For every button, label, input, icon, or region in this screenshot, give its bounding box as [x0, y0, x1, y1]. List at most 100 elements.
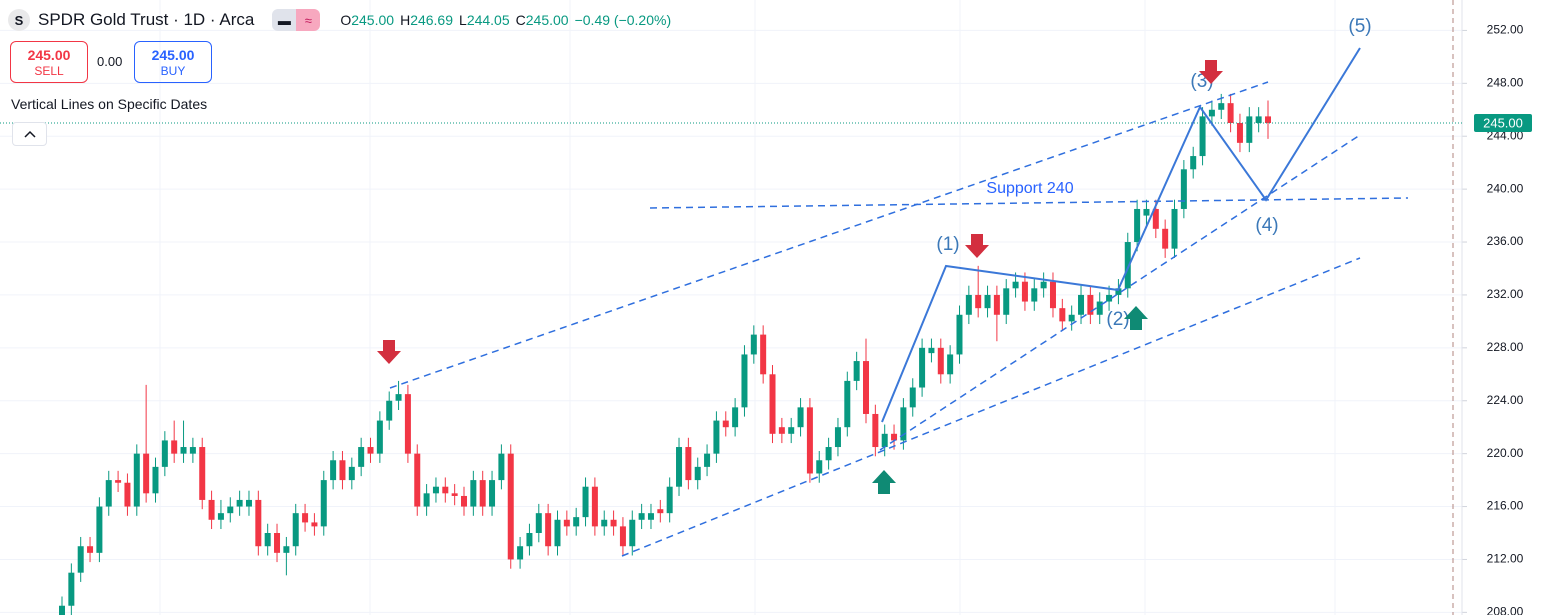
candle-body: [1218, 103, 1225, 110]
candle-body: [601, 519, 608, 527]
candle-body: [1246, 116, 1253, 143]
candle-body: [1199, 116, 1206, 157]
buy-button[interactable]: 245.00 BUY: [134, 41, 212, 83]
sell-button[interactable]: 245.00 SELL: [10, 41, 88, 83]
candle-body: [1096, 301, 1103, 315]
candle-body: [470, 480, 477, 507]
quote-item: L244.05: [459, 12, 510, 28]
candle-body: [965, 294, 972, 315]
candle-body: [1236, 123, 1243, 143]
quote-label: O: [340, 12, 352, 28]
candle-body: [1106, 294, 1113, 302]
candle-body: [1190, 156, 1197, 170]
quote-value: 245.00: [525, 12, 569, 28]
candle-body: [1031, 288, 1038, 302]
candle-body: [404, 394, 411, 454]
sell-arrow: [1199, 60, 1223, 84]
candle-body: [872, 413, 879, 448]
candle-body: [1162, 228, 1169, 249]
candle-body: [937, 347, 944, 375]
candle-body: [432, 486, 439, 494]
quote-item: C245.00: [516, 12, 569, 28]
toggle[interactable]: ▬ ≈: [272, 9, 321, 31]
candle-body: [535, 513, 542, 533]
candle-body: [1012, 281, 1019, 289]
collapse-button[interactable]: [12, 122, 47, 146]
quote-label: L: [459, 12, 467, 28]
wave-label: (5): [1348, 16, 1371, 37]
y-tick-label: 224.00: [1487, 393, 1524, 407]
candle-body: [909, 387, 916, 408]
candle-body: [657, 509, 664, 514]
change: −0.49 (−0.20%): [574, 12, 672, 28]
candle-body: [367, 447, 374, 454]
candle-body: [255, 499, 262, 547]
sell-arrow: [965, 234, 989, 258]
candle-body: [77, 546, 84, 573]
candle-body: [451, 493, 458, 496]
y-tick-label: 208.00: [1487, 605, 1524, 615]
candle-body: [1078, 294, 1085, 315]
trend-line: [389, 81, 1269, 389]
toggle-right[interactable]: ≈: [296, 9, 321, 31]
candle-body: [591, 486, 598, 527]
buy-arrow: [1124, 306, 1148, 330]
y-tick-label: 240.00: [1487, 181, 1524, 195]
toggle-left[interactable]: ▬: [272, 9, 297, 31]
candle-body: [732, 407, 739, 428]
candle-body: [582, 486, 589, 518]
candle-body: [844, 380, 851, 428]
y-tick-label: 220.00: [1487, 446, 1524, 460]
candle-body: [330, 460, 337, 481]
candle-body: [984, 294, 991, 309]
candle-body: [302, 513, 309, 523]
candle-body: [722, 420, 729, 428]
trend-line: [649, 197, 1409, 209]
candle-body: [376, 420, 383, 454]
candle-body: [320, 480, 327, 527]
candle-body: [797, 407, 804, 428]
candle-body: [1003, 288, 1010, 315]
candle-body: [685, 447, 692, 481]
sell-price: 245.00: [27, 47, 71, 63]
candle-body: [638, 513, 645, 520]
candle-body: [274, 533, 281, 553]
y-tick-label: 232.00: [1487, 287, 1524, 301]
candle-body: [769, 374, 776, 434]
header: S SPDR Gold Trust · 1D · Arca ▬ ≈ O245.00…: [8, 9, 677, 31]
candle-body: [87, 546, 94, 553]
candle-body: [517, 546, 524, 560]
support-label: Support 240: [986, 180, 1073, 197]
candle-body: [1059, 308, 1066, 322]
symbol-title[interactable]: SPDR Gold Trust · 1D · Arca: [38, 10, 255, 29]
candle-body: [1255, 116, 1262, 123]
candle-body: [750, 334, 757, 355]
last-price-tag: [1474, 114, 1532, 132]
quote-label: H: [400, 12, 411, 28]
candle-body: [629, 519, 636, 547]
quote: O245.00 H246.69 L244.05 C245.00: [340, 10, 574, 30]
candle-body: [788, 427, 795, 434]
candle-body: [863, 361, 869, 414]
candle-body: [545, 513, 552, 547]
candle-body: [1124, 242, 1131, 289]
quote-value: 245.00: [351, 12, 395, 28]
candle-body: [236, 499, 243, 507]
candle-body: [423, 493, 430, 507]
candle-body: [217, 513, 224, 520]
candle-body: [1265, 116, 1271, 123]
candle-body: [760, 334, 767, 375]
indicator-name[interactable]: Vertical Lines on Specific Dates: [11, 96, 208, 112]
candle-body: [59, 605, 65, 615]
candle-body: [666, 486, 673, 514]
candle-body: [1227, 103, 1234, 123]
candle-body: [1021, 281, 1028, 302]
candle-body: [816, 460, 823, 474]
trend-line: [621, 257, 1361, 557]
quote-label: C: [515, 12, 526, 28]
candle-body: [1040, 281, 1047, 289]
y-tick-label: 228.00: [1487, 340, 1524, 354]
symbol-icon: S: [8, 9, 30, 31]
last-price-label: 245.00: [1483, 115, 1523, 130]
